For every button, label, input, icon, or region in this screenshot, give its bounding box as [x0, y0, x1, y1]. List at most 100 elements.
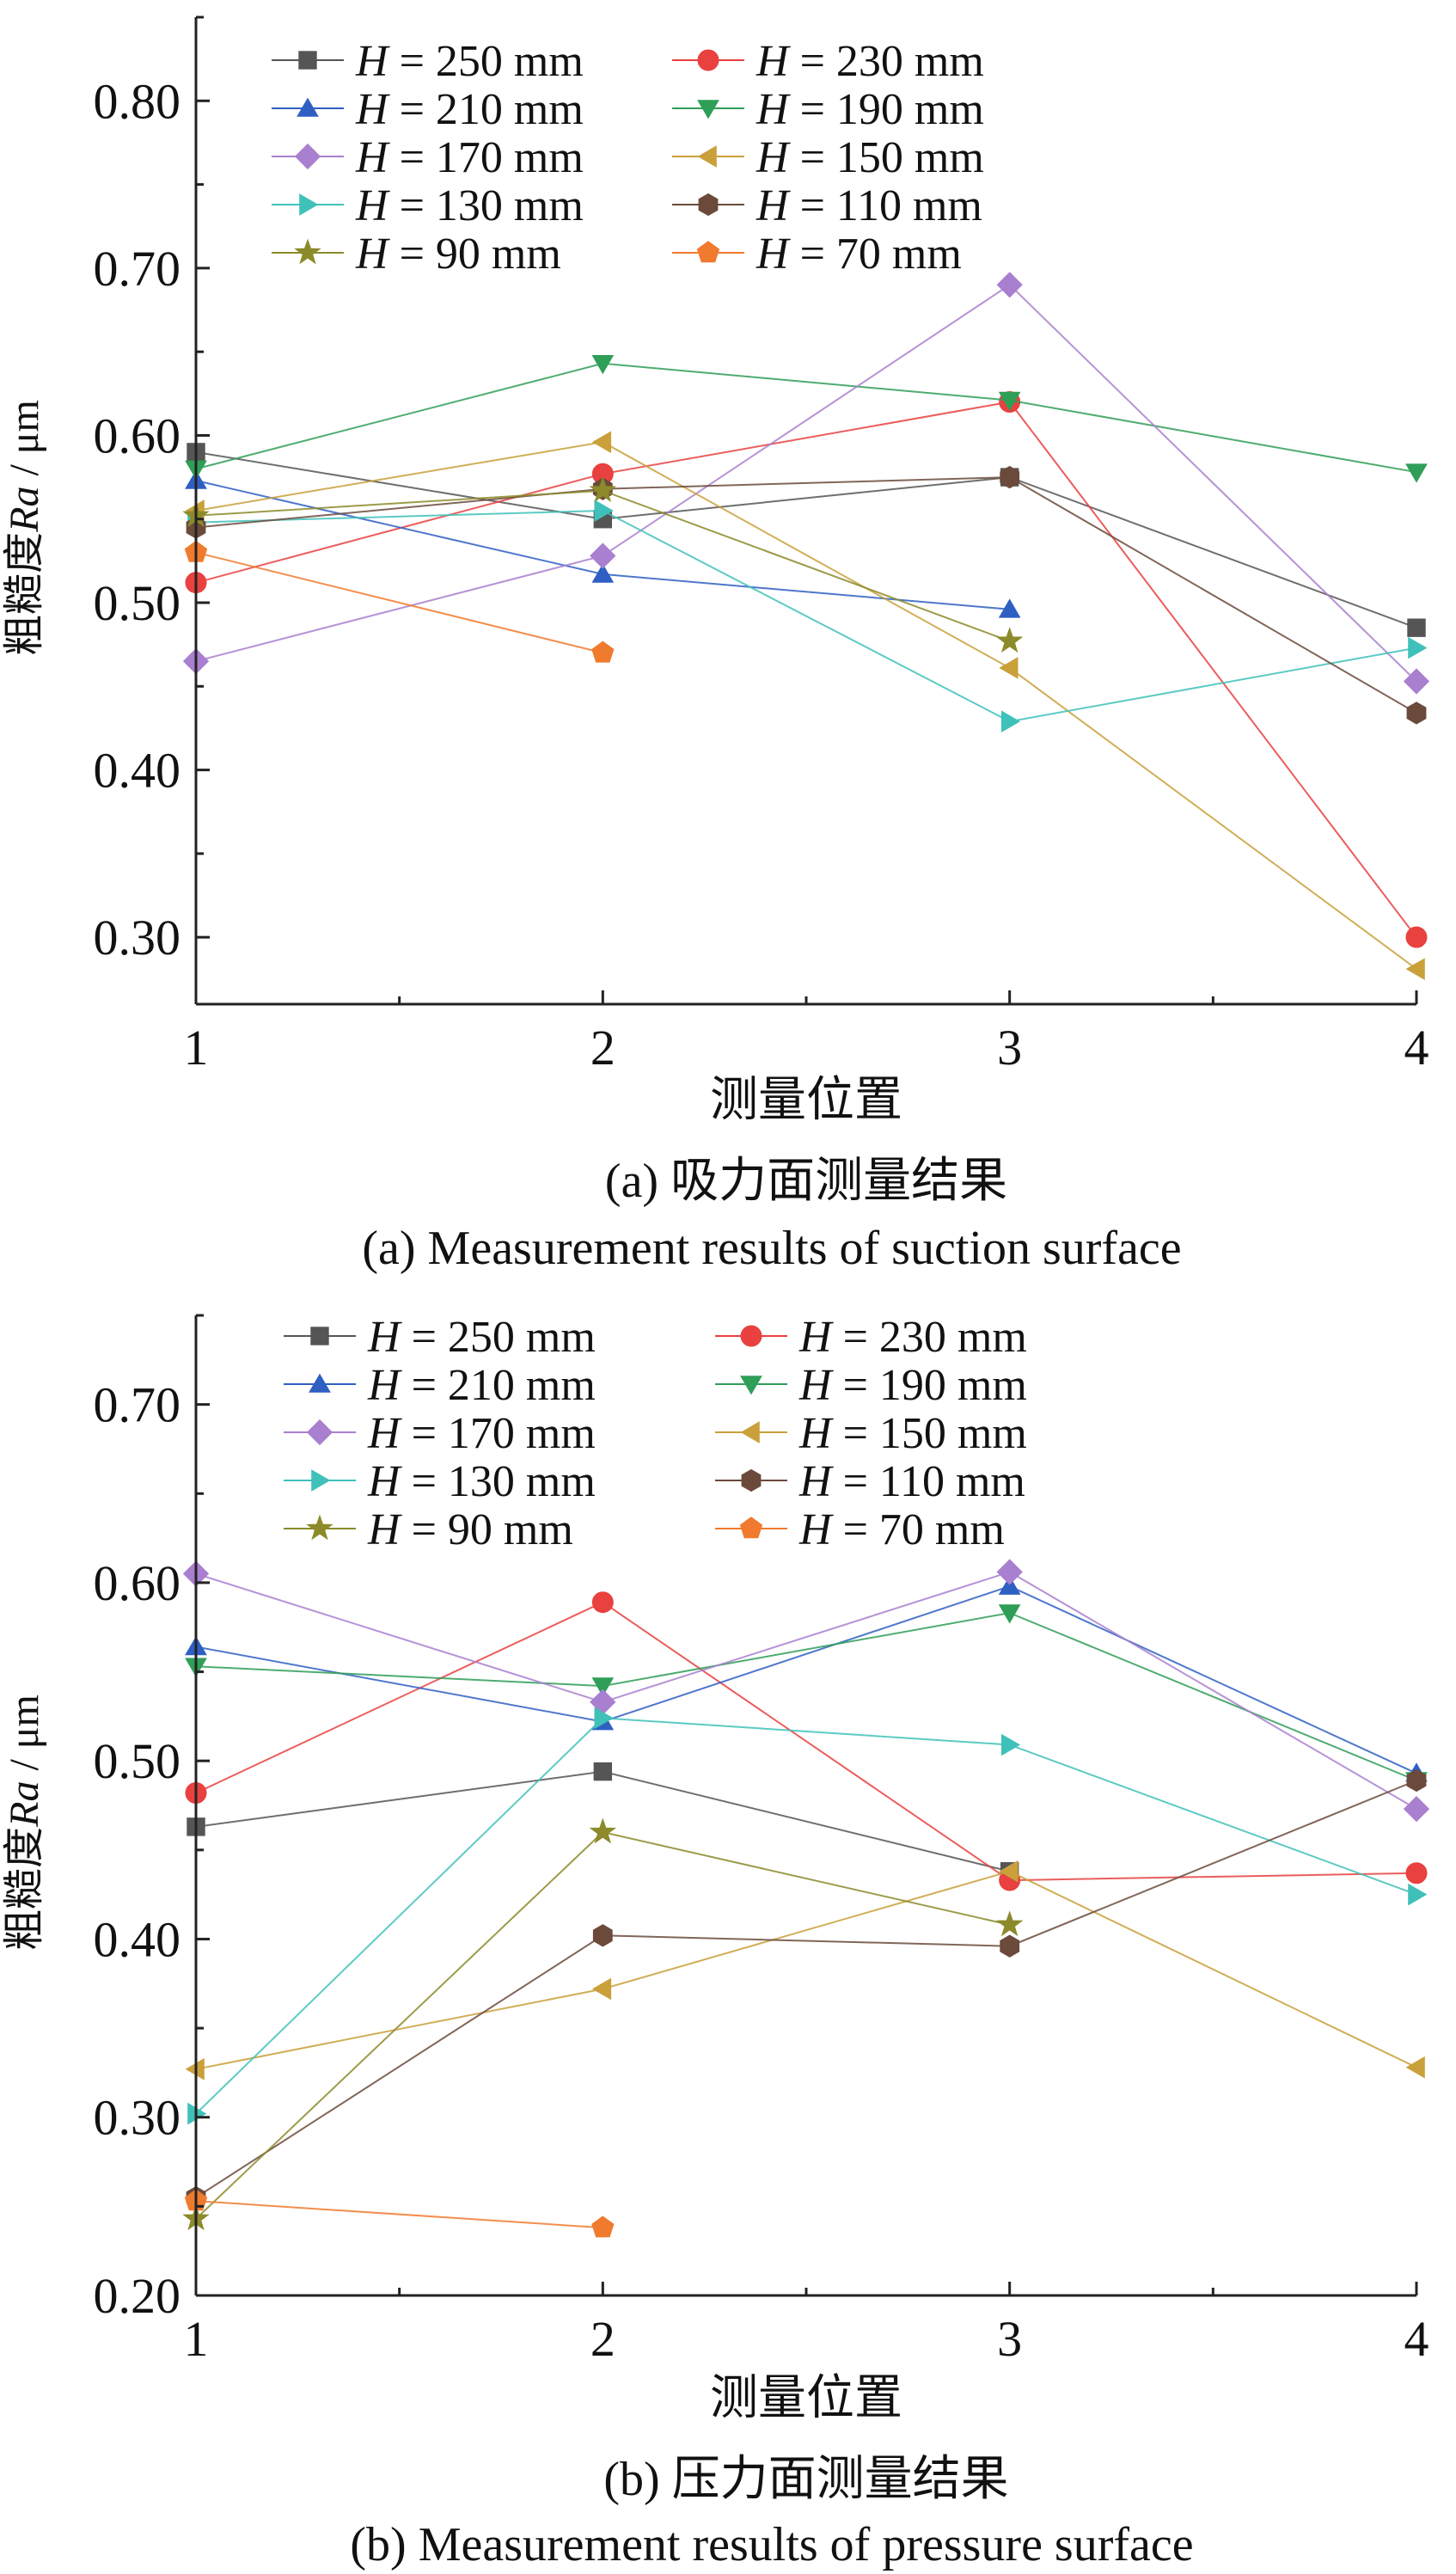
data-point — [1403, 1795, 1430, 1823]
series-layer — [182, 272, 1430, 980]
y-tick-label: 0.40 — [94, 1911, 181, 1967]
series-h210 — [185, 1575, 1428, 1782]
x-tick-label: 2 — [590, 2311, 615, 2367]
legend-marker — [697, 100, 719, 120]
y-tick-label: 0.80 — [94, 73, 181, 129]
legend-label-h250: H = 250 mm — [367, 1313, 596, 1362]
legend-item-h230: H = 230 mm — [715, 1313, 1027, 1362]
data-point — [591, 1677, 615, 1697]
legend-label-h90: H = 90 mm — [355, 230, 561, 279]
series-h230 — [185, 1591, 1428, 1891]
legend-marker — [310, 1327, 329, 1345]
y-tick-label: 0.70 — [94, 241, 181, 297]
data-point — [1000, 465, 1020, 489]
y-tick-label: 0.40 — [94, 743, 181, 799]
y-axis-label: 粗糙度Ra / μm — [0, 1695, 48, 1951]
legend-marker — [299, 193, 319, 216]
legend-item-h170: H = 170 mm — [284, 1409, 596, 1458]
data-point — [1405, 1862, 1428, 1885]
data-point — [591, 1977, 612, 2001]
legend-item-h150: H = 150 mm — [672, 133, 984, 182]
legend-marker — [696, 241, 720, 263]
legend-marker — [739, 1517, 763, 1539]
legend-marker — [741, 1468, 762, 1492]
legend-marker — [697, 49, 719, 71]
series-h150 — [185, 1860, 1425, 2081]
legend-label-h90: H = 90 mm — [367, 1505, 573, 1554]
series-line — [195, 1780, 1417, 2198]
legend-label-h210: H = 210 mm — [355, 85, 584, 134]
y-tick-label: 0.30 — [94, 2090, 181, 2146]
legend-item-h130: H = 130 mm — [272, 181, 584, 230]
y-tick-label: 0.50 — [94, 575, 181, 631]
legend-label-h70: H = 70 mm — [756, 230, 962, 279]
data-point — [591, 355, 615, 375]
legend-item-h230: H = 230 mm — [672, 37, 984, 86]
data-point — [996, 1559, 1023, 1585]
x-axis-label: 测量位置 — [710, 2372, 902, 2425]
legend-item-h130: H = 130 mm — [284, 1457, 596, 1506]
legend-item-h90: H = 90 mm — [284, 1505, 573, 1554]
legend-marker — [294, 238, 321, 265]
data-point — [1408, 636, 1428, 659]
legend-label-h190: H = 190 mm — [798, 1361, 1027, 1410]
data-point — [999, 657, 1019, 679]
legend-label-h170: H = 170 mm — [355, 133, 584, 182]
series-line — [195, 551, 603, 654]
data-point — [590, 1688, 616, 1715]
data-point — [998, 391, 1021, 412]
data-point — [1000, 710, 1021, 732]
legend-item-h250: H = 250 mm — [284, 1313, 596, 1362]
series-h190 — [185, 355, 1428, 483]
legend-marker — [294, 143, 321, 170]
series-h250 — [187, 443, 1426, 637]
legend-item-h250: H = 250 mm — [272, 37, 584, 86]
data-point — [594, 499, 614, 522]
data-point — [1406, 702, 1427, 725]
series-line — [195, 1601, 1417, 1882]
data-point — [591, 563, 615, 583]
data-point — [998, 598, 1021, 618]
series-h170 — [182, 272, 1430, 695]
legend-item-h70: H = 70 mm — [672, 230, 962, 279]
legend-marker — [306, 1419, 333, 1446]
legend-label-h210: H = 210 mm — [367, 1361, 596, 1410]
series-line — [195, 441, 1417, 970]
data-point — [591, 1591, 614, 1614]
series-line — [195, 450, 1417, 629]
x-tick-label: 3 — [997, 2311, 1022, 2367]
legend-label-h130: H = 130 mm — [355, 181, 584, 230]
legend-label-h70: H = 70 mm — [798, 1505, 1005, 1554]
caption-en: (b) Measurement results of pressure surf… — [350, 2518, 1193, 2571]
legend-marker — [697, 145, 717, 168]
data-point — [996, 272, 1023, 298]
y-axis-label: 粗糙度Ra / μm — [0, 400, 48, 656]
data-point — [591, 2215, 615, 2238]
chart-suction-surface: 0.30 0.40 0.50 0.60 0.70 0.80 1 2 3 4 H = 250 mm … — [0, 15, 1430, 1275]
y-tick-label: 0.50 — [94, 1733, 181, 1789]
series-line — [195, 284, 1417, 683]
legend-marker — [311, 1469, 331, 1492]
legend-item-h190: H = 190 mm — [715, 1361, 1027, 1410]
legend-item-h210: H = 210 mm — [272, 85, 584, 134]
legend-label-h110: H = 110 mm — [756, 181, 982, 230]
data-point — [1407, 618, 1426, 637]
x-axis-label: 测量位置 — [710, 1074, 902, 1127]
series-h190 — [185, 1604, 1428, 1792]
legend-marker — [740, 1421, 760, 1443]
data-point — [590, 542, 616, 569]
data-point — [1408, 1883, 1428, 1906]
x-tick-label: 4 — [1404, 1020, 1429, 1076]
legend-marker — [698, 193, 719, 217]
data-point — [591, 431, 612, 454]
data-point — [1405, 958, 1425, 980]
series-line — [195, 476, 1417, 714]
legend-label-h250: H = 250 mm — [355, 37, 584, 86]
legend-marker — [306, 1514, 333, 1541]
data-point — [1000, 1934, 1020, 1958]
legend-label-h230: H = 230 mm — [756, 37, 984, 86]
caption-cn: (b) 压力面测量结果 — [603, 2453, 1008, 2506]
series-line — [195, 362, 1417, 474]
x-tick-label: 1 — [184, 2311, 209, 2367]
